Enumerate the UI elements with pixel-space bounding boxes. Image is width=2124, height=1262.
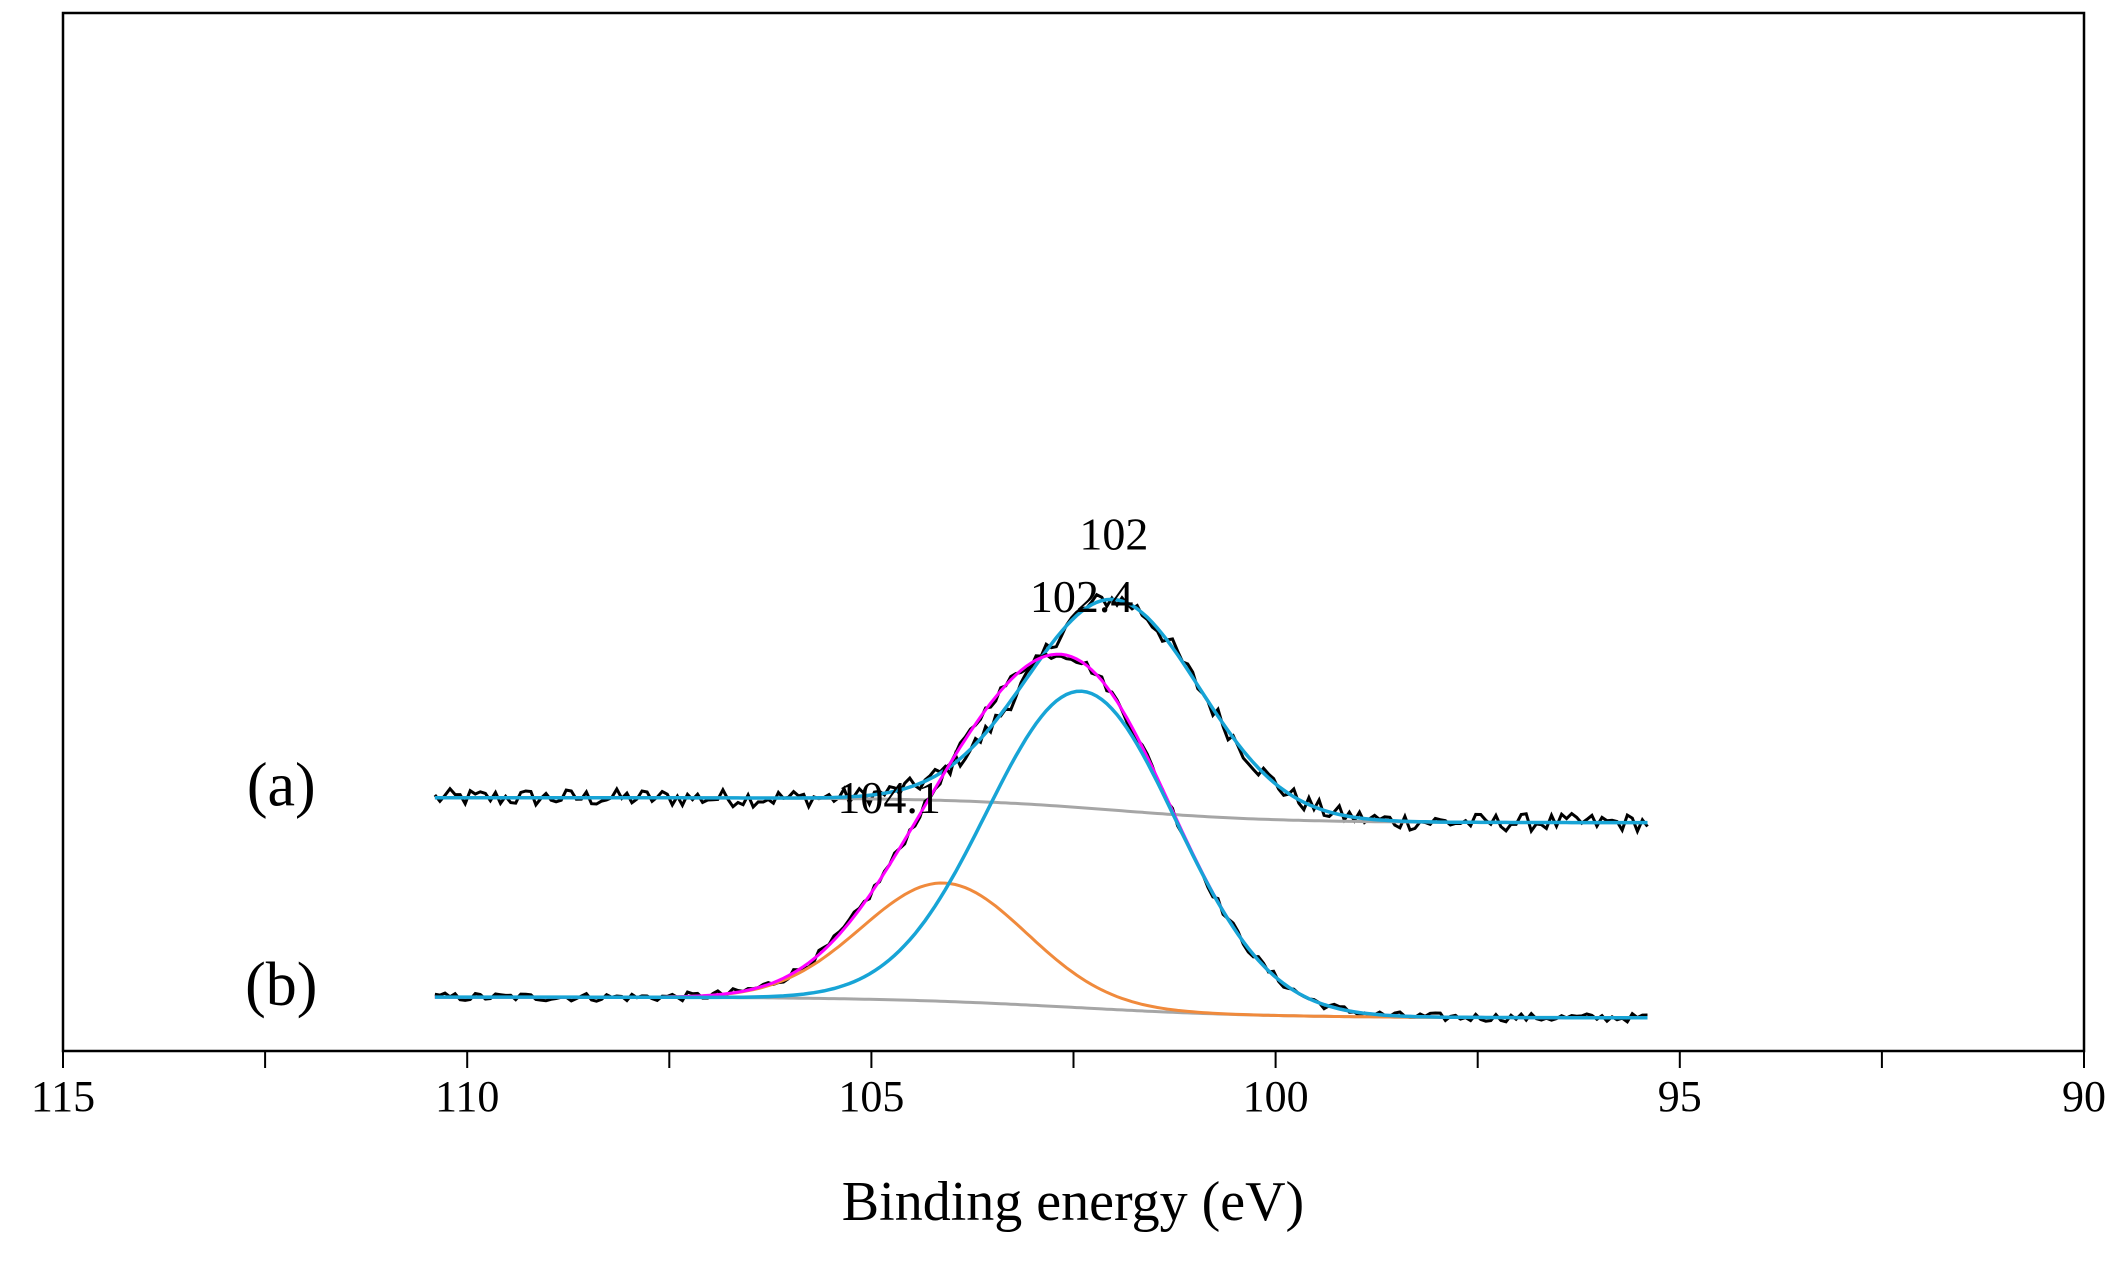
x-axis-title: Binding energy (eV): [842, 1171, 1304, 1233]
panel-a: [433, 592, 1649, 836]
background-line: [434, 796, 1648, 825]
panel-label: (a): [247, 752, 316, 820]
peak-annotation: 104.1: [837, 772, 941, 823]
x-axis-ticks: [62, 1051, 2085, 1068]
envelope-fit-line: [434, 652, 1648, 1020]
peak-annotation: 102.4: [1030, 571, 1134, 622]
panel-label: (b): [245, 951, 317, 1019]
annotations: (a) 102 (b) 102.4 104.1: [245, 508, 1148, 1019]
plot-frame: [61, 11, 2086, 1053]
background-line: [434, 995, 1648, 1020]
x-tick-label: 100: [1243, 1072, 1309, 1121]
x-tick-label: 115: [31, 1072, 95, 1121]
x-axis-tick-labels: 115 110 105 100 95 90: [31, 1072, 2106, 1121]
component-main-line: [434, 689, 1648, 1020]
peak-annotation: 102: [1079, 508, 1148, 559]
x-tick-label: 90: [2062, 1072, 2106, 1121]
spectra: [433, 592, 1649, 1024]
panel-b: [434, 652, 1648, 1024]
raw-spectrum-line: [434, 652, 1648, 1024]
raw-spectrum-line: [433, 592, 1649, 836]
x-tick-label: 95: [1658, 1072, 1702, 1121]
x-tick-label: 105: [838, 1072, 904, 1121]
x-tick-label: 110: [435, 1072, 499, 1121]
